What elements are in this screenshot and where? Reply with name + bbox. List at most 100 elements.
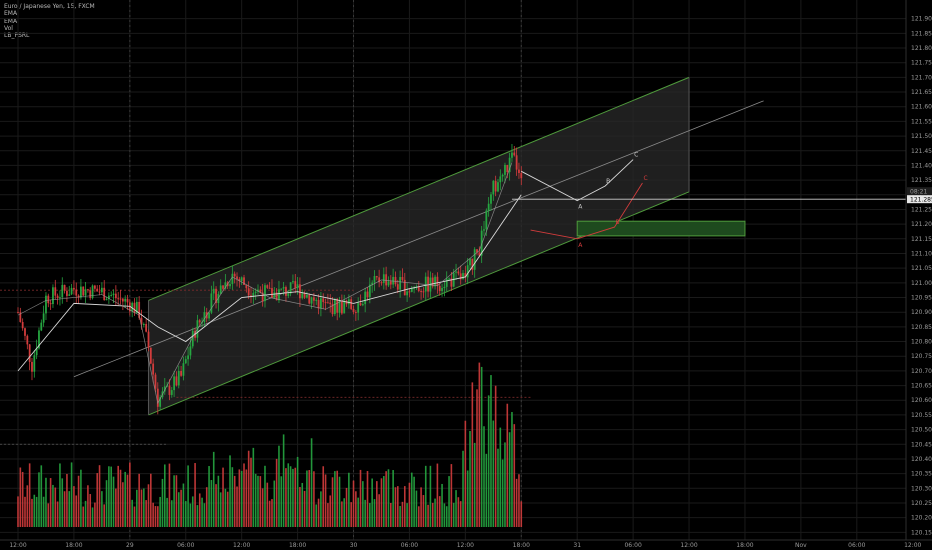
candle-body[interactable] xyxy=(333,298,336,315)
candle-body[interactable] xyxy=(68,294,71,296)
candle-body[interactable] xyxy=(42,313,45,323)
candle-body[interactable] xyxy=(310,297,313,304)
candle-body[interactable] xyxy=(350,299,353,309)
candle-body[interactable] xyxy=(266,285,269,288)
candle-body[interactable] xyxy=(114,293,117,299)
candle-body[interactable] xyxy=(282,287,285,289)
candle-body[interactable] xyxy=(187,355,189,360)
candle-body[interactable] xyxy=(396,284,399,290)
candle-body[interactable] xyxy=(506,164,509,173)
candle-body[interactable] xyxy=(501,174,504,177)
candle-body[interactable] xyxy=(417,286,420,292)
candle-body[interactable] xyxy=(247,288,250,296)
candle-body[interactable] xyxy=(473,249,476,270)
candle-body[interactable] xyxy=(389,281,392,285)
candle-body[interactable] xyxy=(380,282,383,284)
candle-body[interactable] xyxy=(459,273,462,280)
candle-body[interactable] xyxy=(315,299,318,301)
candle-body[interactable] xyxy=(490,194,492,204)
candle-body[interactable] xyxy=(462,273,464,280)
candle-body[interactable] xyxy=(515,155,518,170)
candle-body[interactable] xyxy=(189,346,192,356)
candle-body[interactable] xyxy=(401,276,404,280)
candle-body[interactable] xyxy=(343,300,346,314)
legend-volume[interactable]: Vol xyxy=(4,24,13,32)
candle-body[interactable] xyxy=(296,284,299,289)
candle-body[interactable] xyxy=(170,390,173,395)
projection-path-white[interactable] xyxy=(521,159,634,202)
candle-body[interactable] xyxy=(443,286,446,289)
candle-body[interactable] xyxy=(54,287,57,296)
candle-body[interactable] xyxy=(368,284,371,298)
candle-body[interactable] xyxy=(497,182,499,192)
candle-body[interactable] xyxy=(66,290,68,296)
candle-body[interactable] xyxy=(306,294,308,298)
wave-projections[interactable]: A B C A B C xyxy=(511,152,906,249)
candle-body[interactable] xyxy=(63,284,66,291)
candle-body[interactable] xyxy=(457,271,460,274)
candle-body[interactable] xyxy=(434,276,436,287)
candle-body[interactable] xyxy=(366,291,369,298)
candle-body[interactable] xyxy=(331,303,334,315)
candle-body[interactable] xyxy=(264,285,266,302)
candle-body[interactable] xyxy=(229,283,231,287)
candlesticks[interactable] xyxy=(17,143,523,415)
candle-body[interactable] xyxy=(268,287,271,289)
candle-body[interactable] xyxy=(24,328,26,336)
candle-body[interactable] xyxy=(408,291,411,293)
candle-body[interactable] xyxy=(455,271,457,273)
candle-body[interactable] xyxy=(124,298,127,302)
candle-body[interactable] xyxy=(28,344,31,362)
candle-body[interactable] xyxy=(254,291,257,293)
candle-body[interactable] xyxy=(131,302,134,312)
channel-fill[interactable] xyxy=(148,77,690,415)
candle-body[interactable] xyxy=(392,276,395,285)
projection-path-red[interactable] xyxy=(530,182,643,240)
candle-body[interactable] xyxy=(448,278,450,280)
candle-body[interactable] xyxy=(77,295,80,298)
candle-body[interactable] xyxy=(245,285,248,289)
candle-body[interactable] xyxy=(126,298,129,303)
candle-body[interactable] xyxy=(347,299,350,305)
candle-body[interactable] xyxy=(59,297,61,299)
candle-body[interactable] xyxy=(427,276,429,292)
candle-body[interactable] xyxy=(278,289,280,301)
candle-body[interactable] xyxy=(287,293,290,296)
candle-body[interactable] xyxy=(518,169,520,173)
candle-body[interactable] xyxy=(26,335,29,345)
price-channel[interactable] xyxy=(0,76,764,445)
candle-body[interactable] xyxy=(93,285,96,289)
candle-body[interactable] xyxy=(378,277,381,283)
candle-body[interactable] xyxy=(292,281,294,283)
candle-body[interactable] xyxy=(273,292,276,298)
candle-body[interactable] xyxy=(387,281,390,286)
candle-body[interactable] xyxy=(61,284,64,298)
legend-lb-psrl[interactable]: LB_PSRL xyxy=(4,32,30,40)
candle-body[interactable] xyxy=(203,312,206,323)
channel-upper-line[interactable] xyxy=(148,76,690,301)
candle-body[interactable] xyxy=(289,282,292,294)
candle-body[interactable] xyxy=(441,288,443,292)
candle-body[interactable] xyxy=(357,303,360,313)
candle-body[interactable] xyxy=(511,152,513,158)
candle-body[interactable] xyxy=(215,288,217,304)
candle-body[interactable] xyxy=(320,298,322,309)
candle-body[interactable] xyxy=(182,363,185,376)
candle-body[interactable] xyxy=(19,312,22,322)
candle-body[interactable] xyxy=(413,287,415,289)
candle-body[interactable] xyxy=(385,274,388,286)
candle-body[interactable] xyxy=(280,288,283,290)
candle-body[interactable] xyxy=(492,180,495,195)
candle-body[interactable] xyxy=(294,281,297,289)
candle-body[interactable] xyxy=(140,317,143,325)
legend-symbol[interactable]: Euro / Japanese Yen, 15, FXCM xyxy=(4,3,95,10)
candle-body[interactable] xyxy=(45,295,47,314)
candle-body[interactable] xyxy=(212,288,215,294)
candle-body[interactable] xyxy=(152,363,155,375)
candle-body[interactable] xyxy=(145,323,148,332)
candle-body[interactable] xyxy=(168,385,171,395)
candle-body[interactable] xyxy=(236,276,238,279)
support-zone[interactable] xyxy=(576,220,746,237)
candle-body[interactable] xyxy=(338,301,341,313)
candle-body[interactable] xyxy=(261,292,264,302)
